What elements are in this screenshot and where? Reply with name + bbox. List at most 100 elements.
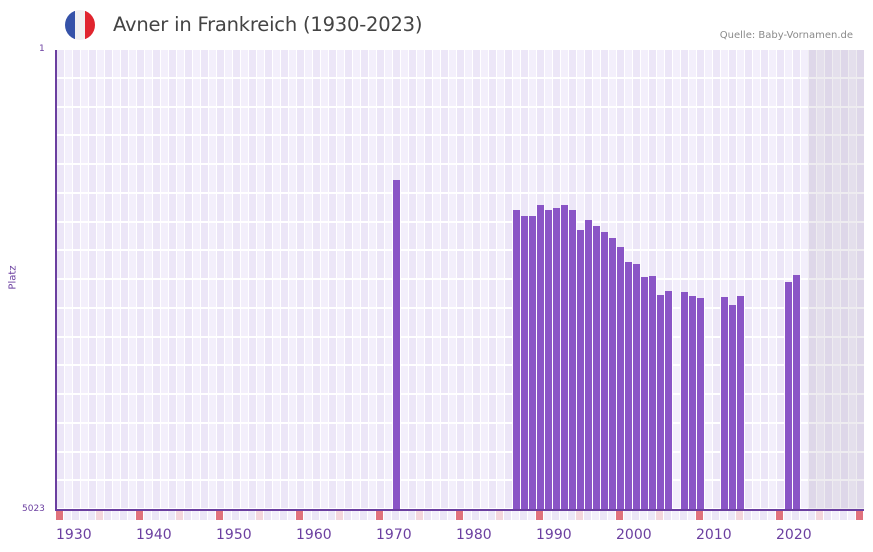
grid-cell	[545, 165, 552, 192]
grid-column	[369, 50, 376, 510]
grid-cell	[745, 452, 752, 480]
grid-cell	[457, 395, 464, 422]
year-marker	[376, 511, 383, 520]
grid-cell	[321, 280, 328, 307]
x-tick-label: 1980	[456, 527, 492, 543]
grid-cell	[713, 78, 720, 106]
bar-1991[interactable]	[545, 209, 552, 510]
bar-2010[interactable]	[697, 297, 704, 510]
grid-cell	[225, 308, 232, 336]
grid-cell	[665, 193, 672, 221]
bar-2014[interactable]	[729, 304, 736, 510]
grid-cell	[361, 193, 368, 221]
grid-cell	[65, 165, 72, 192]
grid-cell	[833, 280, 840, 307]
bar-1995[interactable]	[577, 229, 584, 510]
bar-1988[interactable]	[521, 215, 528, 510]
grid-cell	[257, 107, 264, 135]
grid-cell	[113, 308, 120, 336]
bar-2008[interactable]	[681, 291, 688, 510]
grid-cell	[369, 165, 376, 192]
bar-2009[interactable]	[689, 295, 696, 510]
grid-cell	[153, 423, 160, 451]
grid-cell	[729, 50, 736, 77]
bar-1999[interactable]	[609, 237, 616, 510]
year-marker	[680, 511, 687, 520]
grid-cell	[833, 50, 840, 77]
grid-column	[497, 50, 504, 510]
bar-1990[interactable]	[537, 204, 544, 510]
bar-1994[interactable]	[569, 209, 576, 510]
bar-2002[interactable]	[633, 263, 640, 510]
grid-cell	[369, 481, 376, 508]
grid-cell	[409, 481, 416, 508]
grid-cell	[241, 107, 248, 135]
grid-cell	[409, 308, 416, 336]
grid-column	[81, 50, 88, 510]
grid-cell	[545, 107, 552, 135]
grid-cell	[857, 308, 864, 336]
bar-2021[interactable]	[785, 281, 792, 510]
grid-cell	[433, 50, 440, 77]
year-marker	[848, 511, 855, 520]
grid-cell	[817, 308, 824, 336]
bar-2003[interactable]	[641, 276, 648, 510]
grid-cell	[337, 395, 344, 422]
grid-cell	[561, 136, 568, 163]
year-marker	[624, 511, 631, 520]
grid-cell	[617, 50, 624, 77]
grid-cell	[369, 395, 376, 422]
bar-1989[interactable]	[529, 215, 536, 510]
grid-cell	[57, 251, 64, 278]
bar-2006[interactable]	[665, 290, 672, 510]
bar-2001[interactable]	[625, 261, 632, 510]
year-marker	[496, 511, 503, 520]
year-marker	[592, 511, 599, 520]
grid-cell	[433, 107, 440, 135]
grid-cell	[377, 251, 384, 278]
grid-cell	[337, 78, 344, 106]
grid-cell	[713, 481, 720, 508]
grid-cell	[129, 423, 136, 451]
grid-cell	[177, 78, 184, 106]
bar-1997[interactable]	[593, 225, 600, 510]
bar-1996[interactable]	[585, 219, 592, 510]
france-flag-icon	[65, 10, 95, 40]
grid-cell	[65, 395, 72, 422]
grid-cell	[73, 251, 80, 278]
grid-cell	[113, 165, 120, 192]
grid-cell	[697, 50, 704, 77]
bar-2005[interactable]	[657, 294, 664, 510]
x-tick-label: 2010	[696, 527, 732, 543]
grid-cell	[289, 280, 296, 307]
grid-cell	[401, 222, 408, 250]
grid-cell	[329, 423, 336, 451]
grid-cell	[729, 165, 736, 192]
bar-1998[interactable]	[601, 231, 608, 510]
grid-cell	[665, 136, 672, 163]
grid-cell	[169, 193, 176, 221]
grid-cell	[65, 423, 72, 451]
grid-cell	[609, 222, 616, 250]
bar-1993[interactable]	[561, 204, 568, 510]
grid-cell	[817, 423, 824, 451]
bar-2000[interactable]	[617, 246, 624, 510]
grid-cell	[113, 452, 120, 480]
bar-1987[interactable]	[513, 209, 520, 510]
bar-2004[interactable]	[649, 275, 656, 510]
grid-cell	[137, 50, 144, 77]
bar-2015[interactable]	[737, 295, 744, 510]
grid-cell	[745, 193, 752, 221]
grid-cell	[745, 78, 752, 106]
grid-cell	[225, 136, 232, 163]
grid-cell	[457, 222, 464, 250]
grid-cell	[777, 136, 784, 163]
grid-cell	[625, 136, 632, 163]
grid-cell	[777, 452, 784, 480]
grid-cell	[265, 280, 272, 307]
bar-2013[interactable]	[721, 296, 728, 510]
grid-cell	[713, 337, 720, 365]
bar-2022[interactable]	[793, 274, 800, 510]
bar-1992[interactable]	[553, 207, 560, 510]
bar-1972[interactable]	[393, 179, 400, 510]
